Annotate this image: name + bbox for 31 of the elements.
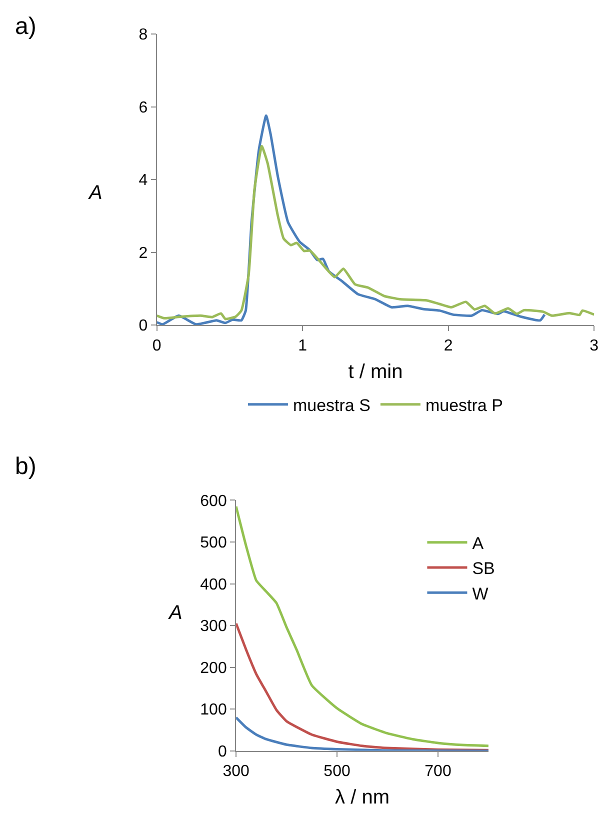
x-axis-title: λ / nm xyxy=(335,786,390,809)
y-axis-title: A xyxy=(168,602,182,624)
legend-label: muestra S xyxy=(292,396,370,415)
y-tick-label: 100 xyxy=(200,702,227,719)
x-tick-label: 2 xyxy=(444,337,453,354)
x-axis-title: t / min xyxy=(348,360,403,383)
text: a) xyxy=(15,13,36,40)
y-tick-label: 400 xyxy=(200,576,227,594)
y-tick-label: 4 xyxy=(138,172,148,190)
legend-label: SB xyxy=(472,559,495,578)
x-tick-label: 300 xyxy=(222,763,250,780)
x-tick-label: 0 xyxy=(152,337,162,354)
x-tick-label: 3 xyxy=(590,337,599,354)
y-tick-label: 600 xyxy=(200,492,227,510)
y-tick-label: 0 xyxy=(138,318,148,335)
x-tick-label: 1 xyxy=(298,337,308,354)
y-axis-title: A xyxy=(88,182,102,204)
legend-label: W xyxy=(472,584,488,604)
legend-label: A xyxy=(472,534,484,554)
legend-label: muestra P xyxy=(425,396,503,415)
y-tick-label: 300 xyxy=(200,618,227,636)
text: b) xyxy=(15,453,36,480)
y-tick-label: 2 xyxy=(138,244,148,262)
x-tick-label: 700 xyxy=(424,763,452,780)
x-tick-label: 500 xyxy=(324,763,350,780)
y-tick-label: 8 xyxy=(138,26,148,44)
y-tick-label: 200 xyxy=(200,660,227,677)
y-tick-label: 0 xyxy=(218,744,227,761)
y-tick-label: 6 xyxy=(138,99,148,116)
line-series xyxy=(156,144,594,320)
y-tick-label: 500 xyxy=(200,534,227,552)
